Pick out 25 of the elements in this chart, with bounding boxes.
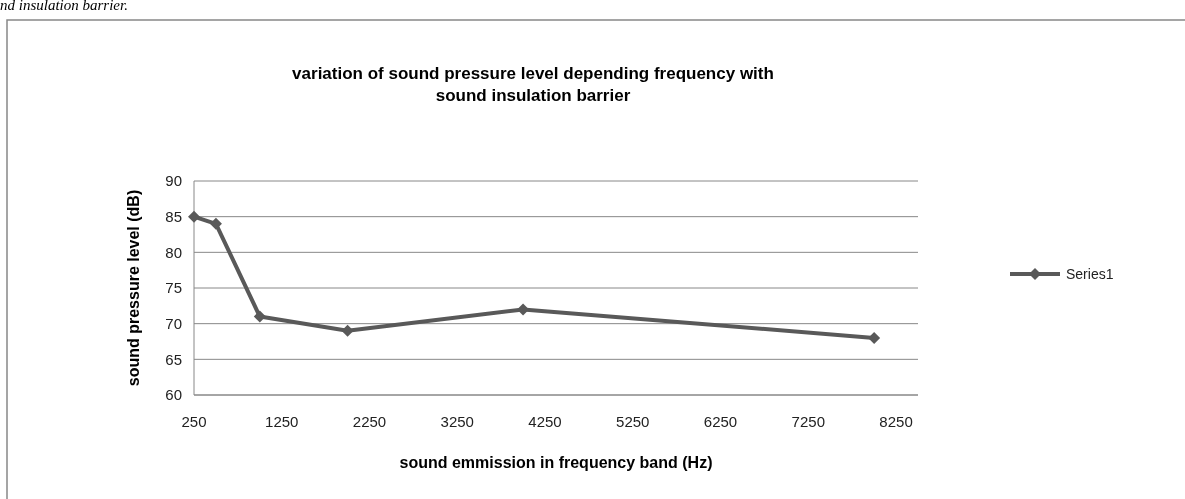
point	[188, 210, 200, 223]
y-tick-label: 85	[165, 207, 182, 225]
y-tick-label: 80	[165, 243, 182, 261]
x-tick-label: 8250	[879, 413, 913, 430]
y-tick-label: 60	[165, 386, 182, 404]
chart-title: variation of sound pressure level depending frequency with sound insulation barrier	[292, 64, 774, 105]
y-tick-label: 65	[165, 350, 182, 368]
x-tick-label: 6250	[703, 413, 738, 430]
legend-label: Series1	[1066, 265, 1114, 282]
x-tick-label: 2250	[352, 413, 387, 430]
x-tick-label: 1250	[265, 413, 299, 430]
y-axis-title: sound pressure level (dB)	[125, 189, 142, 387]
point	[253, 310, 266, 323]
text: nd insulation barrier.	[0, 0, 128, 13]
x-tick-label: 7250	[791, 413, 825, 430]
x-tick-label: 4250	[528, 413, 562, 430]
x-tick-label: 250	[181, 413, 207, 430]
x-axis-title: sound emmission in frequency band (Hz)	[399, 454, 713, 471]
x-tick-label: 3250	[440, 413, 474, 430]
x-tick-label: 5250	[616, 413, 650, 430]
point	[868, 331, 881, 344]
y-tick-label: 70	[165, 314, 182, 332]
y-tick-label: 90	[165, 172, 182, 190]
point	[209, 217, 222, 230]
y-tick-label: 75	[165, 279, 182, 297]
